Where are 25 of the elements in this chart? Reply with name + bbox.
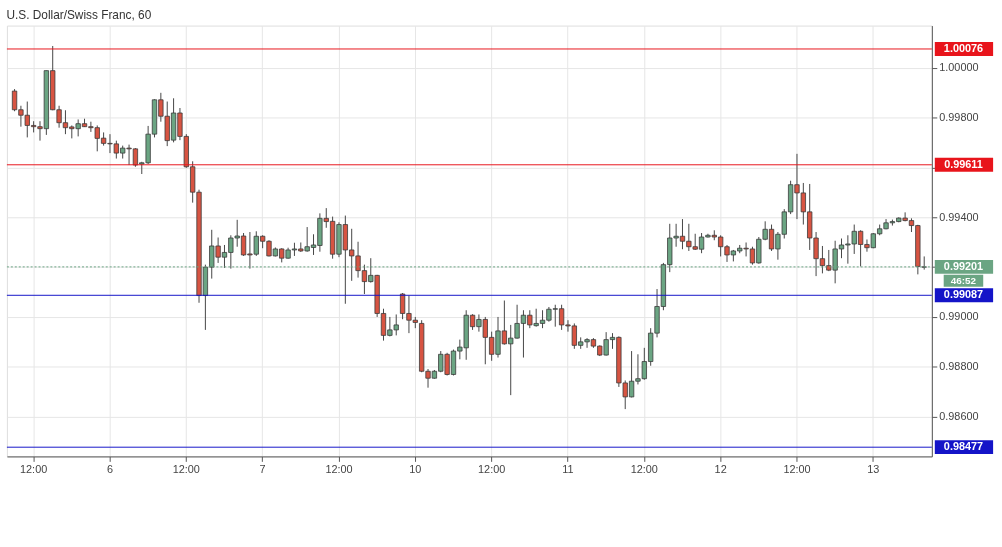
y-tick-label: 0.99400 (939, 210, 979, 223)
x-tick-label: 12:00 (478, 462, 506, 475)
x-tick-label: 12:00 (20, 462, 48, 475)
x-tick-label: 12:00 (172, 462, 200, 475)
x-tick-label: 7 (259, 462, 266, 475)
x-tick-label: 13 (867, 462, 880, 475)
x-tick-label: 12:00 (783, 462, 811, 475)
x-tick-label: 6 (106, 462, 113, 475)
x-tick-label: 12:00 (325, 462, 353, 475)
y-tick-label: 0.98800 (939, 360, 979, 373)
x-tick-label: 12:00 (630, 462, 658, 475)
x-tick-label: 11 (562, 462, 574, 475)
x-tick-label: 12 (714, 462, 727, 475)
ref-line-label: 0.99201 (943, 259, 984, 272)
chart-title: U.S. Dollar/Swiss Franc, 60 (6, 7, 152, 22)
y-tick-label: 1.00000 (939, 61, 979, 74)
ref-line-label: 0.99087 (943, 288, 984, 301)
x-tick-label: 10 (409, 462, 422, 475)
y-tick-label: 0.99800 (939, 111, 979, 124)
text: 46:52 (950, 274, 977, 286)
ref-line-label: 0.99611 (944, 157, 983, 170)
y-tick-label: 0.98600 (939, 410, 979, 423)
ref-line-label: 0.98477 (943, 440, 984, 453)
ref-line-label: 1.00076 (943, 41, 984, 54)
y-tick-label: 0.99000 (939, 310, 979, 323)
